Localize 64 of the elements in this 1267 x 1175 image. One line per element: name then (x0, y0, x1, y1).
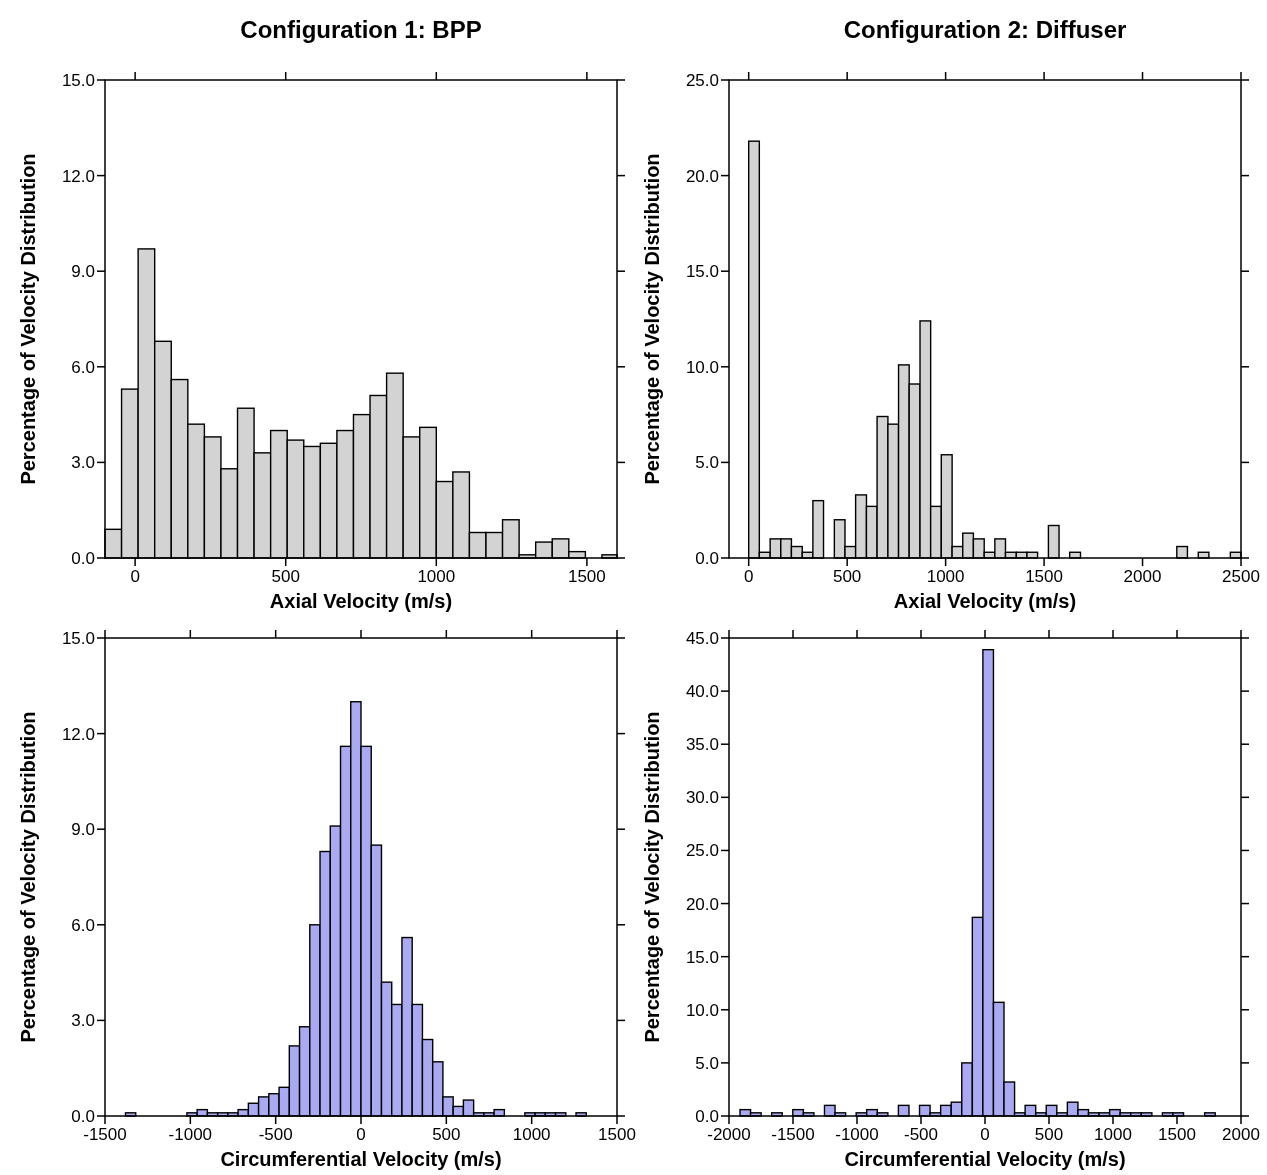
y-tick-label: 6.0 (71, 357, 95, 377)
y-tick-label: 25.0 (685, 841, 719, 861)
x-tick-label: 0 (130, 567, 140, 586)
y-tick-label: 3.0 (71, 1011, 95, 1031)
x-tick-label: -500 (903, 1125, 939, 1144)
x-tick-label: 2000 (1123, 567, 1162, 586)
x-tick-label: 500 (271, 567, 300, 586)
x-tick-label: 0 (980, 1125, 990, 1144)
x-tick-label: 2500 (1222, 567, 1260, 586)
y-tick-label: 10.0 (685, 1000, 719, 1020)
y-tick-label: 0.0 (71, 549, 95, 568)
y-tick-label: 3.0 (71, 453, 95, 473)
x-tick-label: 500 (1034, 1125, 1064, 1144)
x-axis-title: Circumferential Velocity (m/s) (220, 1148, 502, 1170)
y-tick-label: 5.0 (695, 1053, 719, 1073)
x-tick-label: -1500 (771, 1125, 815, 1144)
x-tick-label: 1500 (1158, 1125, 1196, 1144)
x-tick-label: 1000 (512, 1125, 551, 1144)
y-tick-label: 5.0 (695, 453, 719, 473)
y-axis-title: Percentage of Velocity Distribution (641, 153, 663, 485)
y-tick-label: 15.0 (61, 629, 95, 648)
y-tick-label: 20.0 (685, 894, 719, 914)
chart-title: Configuration 2: Diffuser (843, 16, 1127, 43)
x-tick-label: -2000 (707, 1125, 751, 1144)
x-tick-label: 1500 (567, 567, 606, 586)
x-tick-label: 2000 (1222, 1125, 1260, 1144)
chart-title: Configuration 1: BPP (240, 16, 482, 43)
y-tick-label: 0.0 (695, 549, 719, 568)
x-tick-label: 0 (356, 1125, 366, 1144)
y-tick-label: 0.0 (695, 1107, 719, 1126)
y-tick-label: 15.0 (685, 262, 719, 282)
x-tick-label: 1000 (417, 567, 456, 586)
x-tick-label: 0 (743, 567, 754, 586)
y-tick-label: 6.0 (71, 915, 95, 935)
y-tick-label: 25.0 (685, 71, 719, 90)
y-axis-title: Percentage of Velocity Distribution (17, 153, 39, 485)
x-tick-label: 1000 (1094, 1125, 1132, 1144)
y-axis-title: Percentage of Velocity Distribution (17, 711, 39, 1043)
x-axis-title: Circumferential Velocity (m/s) (844, 1148, 1126, 1170)
x-tick-label: 1500 (598, 1125, 636, 1144)
x-tick-label: 500 (832, 567, 862, 586)
x-tick-label: -1000 (168, 1125, 213, 1144)
y-tick-label: 12.0 (61, 724, 95, 744)
x-axis-title: Axial Velocity (m/s) (893, 590, 1077, 612)
y-tick-label: 9.0 (71, 820, 95, 840)
y-tick-label: 12.0 (61, 166, 95, 186)
y-tick-label: 15.0 (685, 947, 719, 967)
x-tick-label: -500 (258, 1125, 293, 1144)
y-tick-label: 40.0 (685, 682, 719, 702)
y-tick-label: 0.0 (71, 1107, 95, 1126)
x-tick-label: -1000 (835, 1125, 879, 1144)
y-tick-label: 9.0 (71, 262, 95, 282)
y-tick-label: 15.0 (61, 71, 95, 90)
y-tick-label: 45.0 (685, 629, 719, 648)
x-tick-label: 1000 (926, 567, 965, 586)
x-axis-title: Axial Velocity (m/s) (269, 590, 453, 612)
x-tick-label: -1500 (83, 1125, 127, 1144)
y-tick-label: 30.0 (685, 788, 719, 808)
x-tick-label: 1500 (1025, 567, 1063, 586)
x-tick-label: 500 (432, 1125, 461, 1144)
y-tick-label: 20.0 (685, 166, 719, 186)
y-tick-label: 10.0 (685, 357, 719, 377)
y-axis-title: Percentage of Velocity Distribution (641, 711, 663, 1043)
y-tick-label: 35.0 (685, 735, 719, 755)
